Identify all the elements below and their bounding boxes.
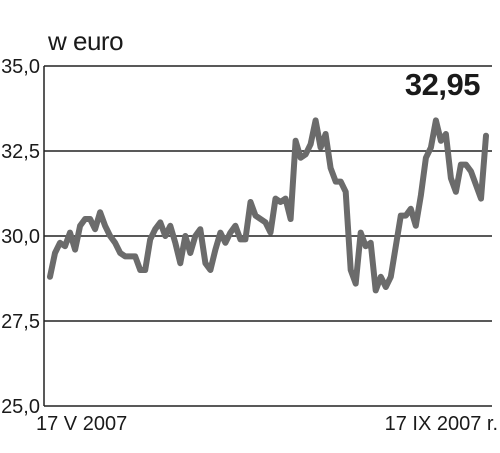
y-tick-label: 30,0 (1, 226, 40, 248)
y-tick-label: 35,0 (1, 56, 40, 78)
y-tick-label: 27,5 (1, 311, 40, 333)
y-tick-label: 32,5 (1, 141, 40, 163)
y-axis-ticks: 35,0 32,5 30,0 27,5 25,0 (1, 56, 40, 418)
price-line (47, 117, 489, 294)
unit-label: w euro (48, 26, 124, 56)
last-value-label: 32,95 (404, 67, 481, 102)
y-tick-label: 25,0 (1, 396, 40, 418)
x-end-label: 17 IX 2007 r. (384, 413, 498, 435)
gridlines (44, 65, 492, 407)
x-start-label: 17 V 2007 (36, 413, 128, 435)
